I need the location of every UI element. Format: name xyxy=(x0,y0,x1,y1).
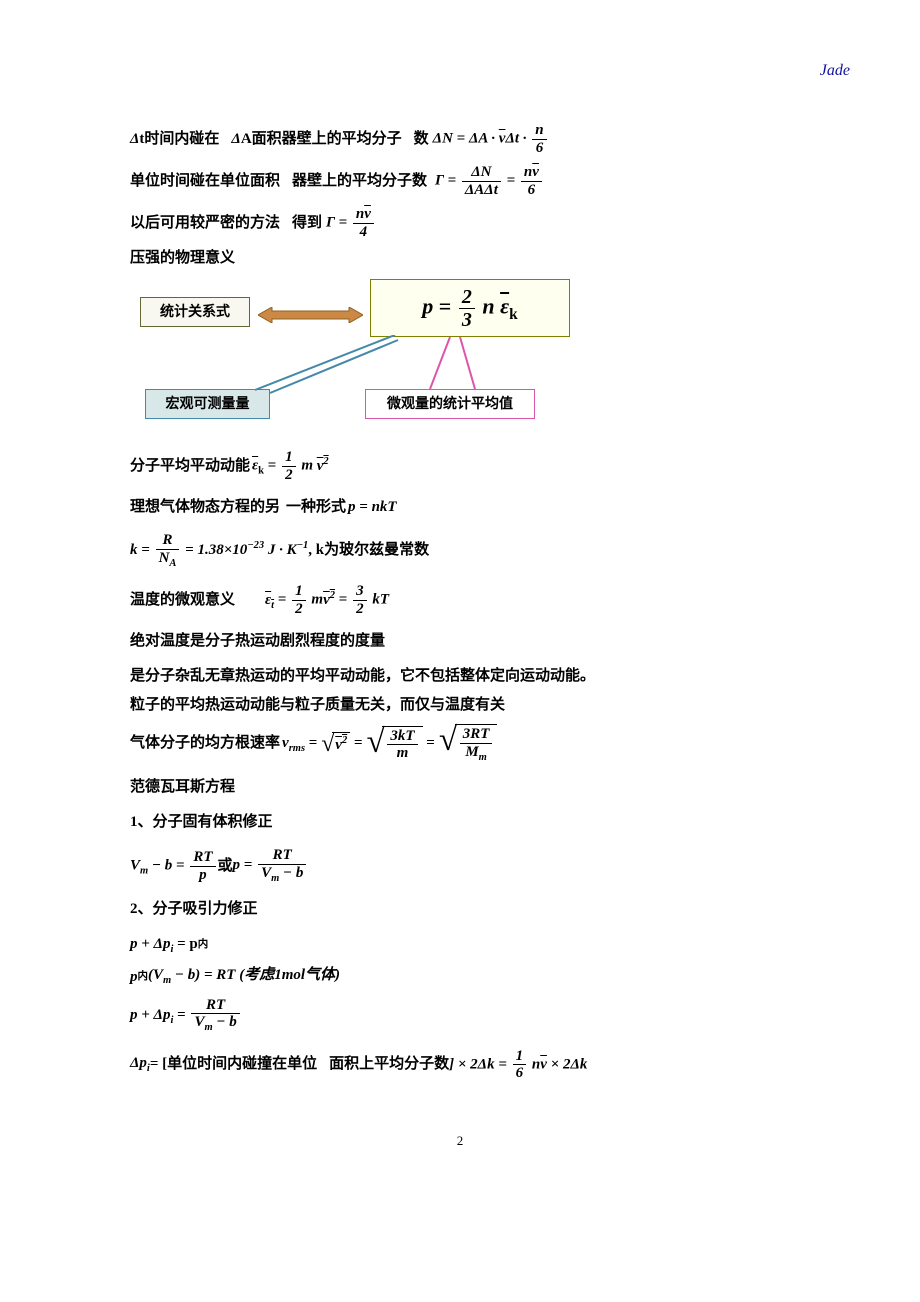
page-number: 2 xyxy=(130,1132,790,1150)
text-line-18: Δpi = [单位时间内碰撞在单位面积上平均分子数 ] × 2Δk = 16 n… xyxy=(130,1048,790,1082)
text-line-4: 压强的物理意义 xyxy=(130,248,790,269)
text-line-13: 范德瓦耳斯方程 xyxy=(130,777,790,798)
text-line-17c: p + Δpi = RTVm − b xyxy=(130,997,790,1034)
text-line-10: 是分子杂乱无章热运动的平均平动动能，它不包括整体定向运动动能。 xyxy=(130,666,790,687)
connector-macro xyxy=(250,335,400,395)
text-line-1: Δt时间内碰在 ΔA面积器壁上的平均分子 数 ΔN = ΔA · vΔt · n… xyxy=(130,122,790,156)
text-line-17b: p内 (Vm − b) = RT (考虑1mol气体) xyxy=(130,965,790,989)
text-line-11: 粒子的平均热运动动能与粒子质量无关，而仅与温度有关 xyxy=(130,695,790,716)
text-line-3: 以后可用较严密的方法得到 Γ = nv4 xyxy=(130,206,790,240)
text-line-5: 分子平均平动动能 εk = 12 m v2 xyxy=(130,449,790,483)
text-line-6: 理想气体物态方程的另一种形式 p = nkT xyxy=(130,497,790,518)
text-line-7: k = RNA = 1.38×10−23 J · K−1 , k为玻尔兹曼常数 xyxy=(130,532,790,569)
text-line-17a: p + Δpi = p内 xyxy=(130,934,790,958)
text-line-16: 2、分子吸引力修正 xyxy=(130,899,790,920)
page-author: Jade xyxy=(130,60,850,82)
box-statistical: 统计关系式 xyxy=(140,297,250,327)
double-arrow-icon xyxy=(258,307,363,323)
text-line-12: 气体分子的均方根速率 vrms = √v2 = √3kTm = √3RTMm xyxy=(130,724,790,763)
text-line-8: 温度的微观意义 εt = 12 mv2 = 32 kT xyxy=(130,583,790,617)
text-line-14: 1、分子固有体积修正 xyxy=(130,812,790,833)
text-line-15: Vm − b = RTp 或 p = RTVm − b xyxy=(130,847,790,884)
pressure-diagram: 统计关系式 p = 23 n εk 宏观可测量量 微观量的统计平均值 xyxy=(130,279,790,429)
box-formula: p = 23 n εk xyxy=(370,279,570,337)
text-line-9: 绝对温度是分子热运动剧烈程度的度量 xyxy=(130,631,790,652)
connector-micro xyxy=(425,337,485,392)
text-line-2: 单位时间碰在单位面积器壁上的平均分子数 Γ = ΔNΔAΔt = nv6 xyxy=(130,164,790,198)
